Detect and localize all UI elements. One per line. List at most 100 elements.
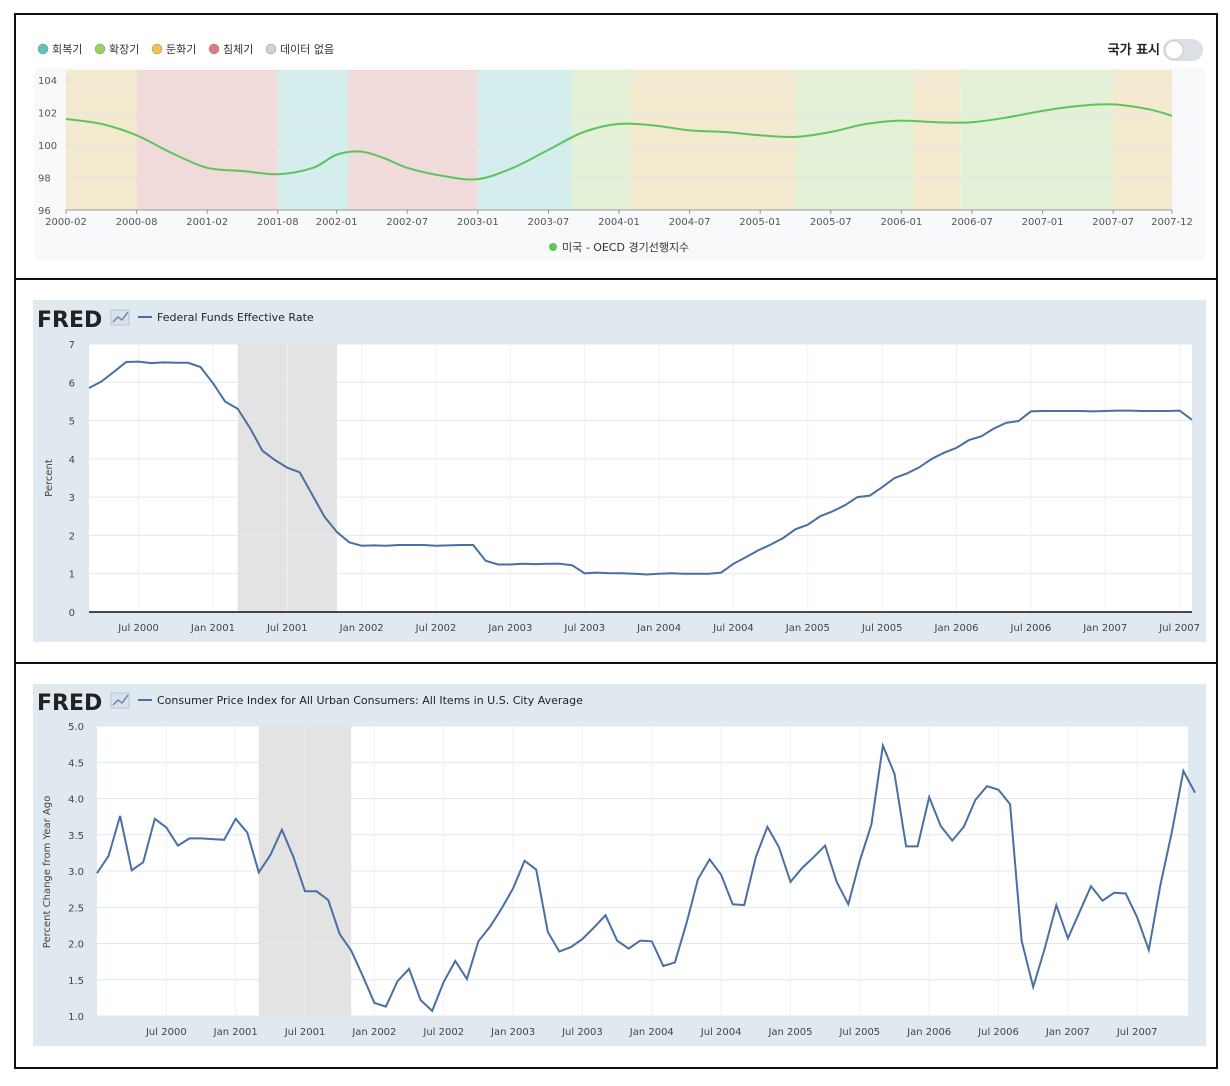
x-tick-label: Jan 2006 <box>906 1027 951 1038</box>
phase-band <box>630 70 796 210</box>
fred-logo: FRED <box>37 308 102 333</box>
x-tick-label: 2001-08 <box>257 217 299 228</box>
y-tick-label: 1 <box>69 570 75 581</box>
x-tick-label: Jul 2005 <box>861 623 903 634</box>
x-tick-label: 2002-07 <box>386 217 428 228</box>
x-tick-label: Jul 2001 <box>284 1027 326 1038</box>
y-tick-label: 1.5 <box>68 976 84 987</box>
x-tick-label: 2004-07 <box>669 217 711 228</box>
x-tick-label: Jul 2001 <box>266 623 308 634</box>
panel-divider <box>14 662 1218 664</box>
phase-band <box>277 70 349 210</box>
fed-funds-panel: FRED Federal Funds Effective Rate 0 1 2 3 4 5… <box>33 300 1206 642</box>
x-tick-label: Jul 2000 <box>145 1027 187 1038</box>
x-tick-label: 2007-07 <box>1092 217 1134 228</box>
x-tick-label: 2005-07 <box>810 217 852 228</box>
y-tick-label: 102 <box>38 109 57 120</box>
phase-legend-dot <box>94 43 106 55</box>
fred-graph-icon <box>110 309 130 326</box>
phase-band <box>348 70 478 210</box>
y-tick-label: 96 <box>38 206 51 217</box>
y-tick-label: 3.5 <box>68 831 84 842</box>
x-tick-label: Jul 2002 <box>415 623 457 634</box>
y-tick-label: 2 <box>69 531 75 542</box>
x-tick-label: Jul 2003 <box>561 1027 603 1038</box>
x-tick-label: Jan 2004 <box>636 623 681 634</box>
y-tick-label: 5.0 <box>68 722 84 733</box>
x-tick-label: Jan 2005 <box>785 623 830 634</box>
y-tick-label: 2.0 <box>68 940 84 951</box>
oecd-cli-line <box>65 103 1173 181</box>
y-tick-label: 6 <box>69 378 75 389</box>
phase-legend-dot <box>151 43 163 55</box>
phase-legend-dot <box>37 43 49 55</box>
series-legend-dot <box>549 243 557 251</box>
y-tick-label: 4 <box>69 455 75 466</box>
phase-legend-label: 회복기 <box>52 43 82 56</box>
x-tick-label: Jan 2004 <box>629 1027 674 1038</box>
country-toggle-switch[interactable] <box>1163 39 1203 61</box>
x-tick-label: 2000-02 <box>45 217 87 228</box>
y-tick-label: 1.0 <box>68 1012 84 1023</box>
x-tick-label: Jan 2005 <box>767 1027 812 1038</box>
phase-band <box>136 70 278 210</box>
x-tick-label: Jan 2002 <box>351 1027 396 1038</box>
y-tick-label: 98 <box>38 174 51 185</box>
cpi-line <box>96 741 1196 1013</box>
phase-legend-label: 침체기 <box>223 43 253 56</box>
x-tick-label: 2007-12 <box>1151 217 1193 228</box>
phase-band <box>477 70 572 210</box>
series-legend-label: Federal Funds Effective Rate <box>157 311 314 324</box>
y-axis-label: Percent Change from Year Ago <box>42 796 53 948</box>
phase-band <box>1113 70 1172 210</box>
phase-band <box>66 70 137 210</box>
panel-divider <box>14 278 1218 280</box>
y-tick-label: 0 <box>69 608 75 619</box>
x-tick-label: Jan 2003 <box>490 1027 535 1038</box>
y-tick-label: 4.0 <box>68 795 84 806</box>
y-tick-label: 7 <box>69 340 75 351</box>
fed-funds-chart: FRED Federal Funds Effective Rate 0 1 2 3 4 5… <box>37 308 1200 634</box>
fred-logo: FRED <box>37 691 102 716</box>
x-tick-label: Jul 2002 <box>422 1027 464 1038</box>
x-tick-label: Jan 2007 <box>1082 623 1127 634</box>
x-tick-label: Jan 2006 <box>934 623 979 634</box>
x-tick-label: 2006-07 <box>951 217 993 228</box>
phase-band <box>571 70 631 210</box>
phase-legend-label: 확장기 <box>109 43 139 56</box>
outer-frame <box>14 13 1218 1069</box>
x-tick-label: Jan 2001 <box>190 623 235 634</box>
oecd-cli-chart: 회복기 확장기 둔화기 침체기 데이터 없음 국가 표시 96 98 100 102 104 2… <box>34 30 1206 254</box>
phase-band <box>795 70 914 210</box>
phase-band <box>913 70 961 210</box>
x-tick-label: Jul 2003 <box>563 623 605 634</box>
fred-graph-icon <box>110 692 130 709</box>
x-tick-label: 2002-01 <box>316 217 358 228</box>
x-tick-label: 2007-01 <box>1022 217 1064 228</box>
cpi-chart: FRED Consumer Price Index for All Urban … <box>37 691 1196 1038</box>
series-legend-label: 미국 - OECD 경기선행지수 <box>562 241 689 254</box>
phase-legend-dot <box>265 43 277 55</box>
x-tick-label: Jul 2004 <box>700 1027 742 1038</box>
legend-bar <box>34 30 1206 68</box>
y-tick-label: 100 <box>38 141 57 152</box>
x-tick-label: Jan 2003 <box>487 623 532 634</box>
x-tick-label: Jul 2007 <box>1116 1027 1158 1038</box>
country-toggle-label: 국가 표시 <box>1108 43 1160 58</box>
series-legend-label: Consumer Price Index for All Urban Consu… <box>157 694 583 707</box>
y-tick-label: 2.5 <box>68 903 84 914</box>
x-tick-label: 2006-01 <box>880 217 922 228</box>
x-tick-label: Jul 2007 <box>1158 623 1200 634</box>
x-tick-label: 2003-01 <box>457 217 499 228</box>
x-tick-label: Jul 2000 <box>117 623 159 634</box>
x-tick-label: 2001-02 <box>186 217 228 228</box>
fed-funds-line <box>88 360 1193 576</box>
x-tick-label: 2005-01 <box>739 217 781 228</box>
x-tick-label: Jul 2004 <box>712 623 754 634</box>
phase-band <box>960 70 1114 210</box>
phase-legend-label: 데이터 없음 <box>280 43 334 56</box>
x-tick-label: Jul 2006 <box>977 1027 1019 1038</box>
x-tick-label: Jan 2007 <box>1045 1027 1090 1038</box>
y-tick-label: 4.5 <box>68 758 84 769</box>
oecd-cli-panel: 회복기 확장기 둔화기 침체기 데이터 없음 국가 표시 96 98 100 102 104 2… <box>34 30 1206 260</box>
